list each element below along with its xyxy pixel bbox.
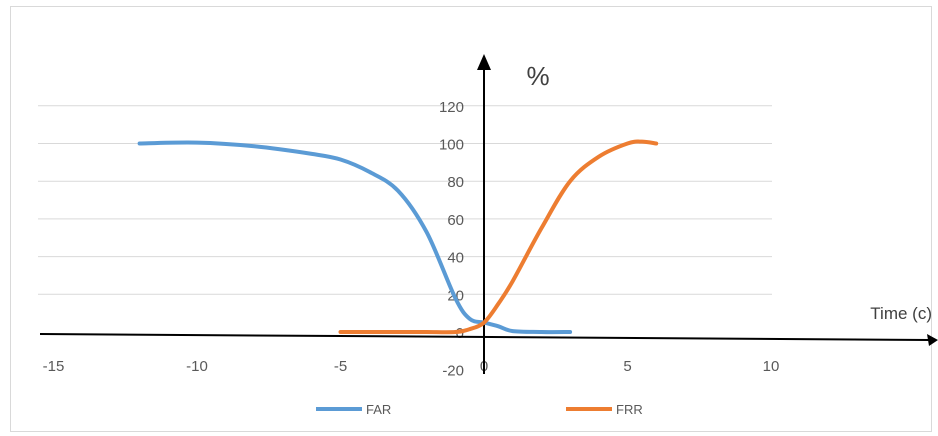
axes	[39, 54, 938, 374]
x-tick-label: -10	[186, 358, 208, 375]
y-axis-label: %	[526, 61, 549, 91]
legend-label-far: FAR	[366, 402, 391, 417]
y-tick-label: 80	[447, 174, 464, 191]
legend-label-frr: FRR	[616, 402, 643, 417]
x-tick-labels: -15-10-50510	[43, 358, 780, 375]
legend: FAR FRR	[316, 402, 643, 417]
x-axis-label: Time (c)	[870, 304, 932, 323]
x-tick-label: 5	[623, 358, 631, 375]
y-tick-label: -20	[442, 363, 464, 380]
series-lines	[137, 139, 659, 335]
y-tick-label: 120	[439, 99, 464, 116]
y-tick-label: 60	[447, 212, 464, 229]
x-tick-label: -15	[43, 358, 65, 375]
series-line-frr	[338, 139, 659, 335]
x-tick-label: -5	[334, 358, 347, 375]
y-tick-label: 40	[447, 250, 464, 267]
series-line-far	[137, 140, 573, 335]
x-axis-arrow-icon	[927, 334, 938, 346]
x-tick-label: 10	[763, 358, 780, 375]
y-tick-label: 100	[439, 137, 464, 154]
y-axis-arrow-icon	[477, 54, 491, 70]
